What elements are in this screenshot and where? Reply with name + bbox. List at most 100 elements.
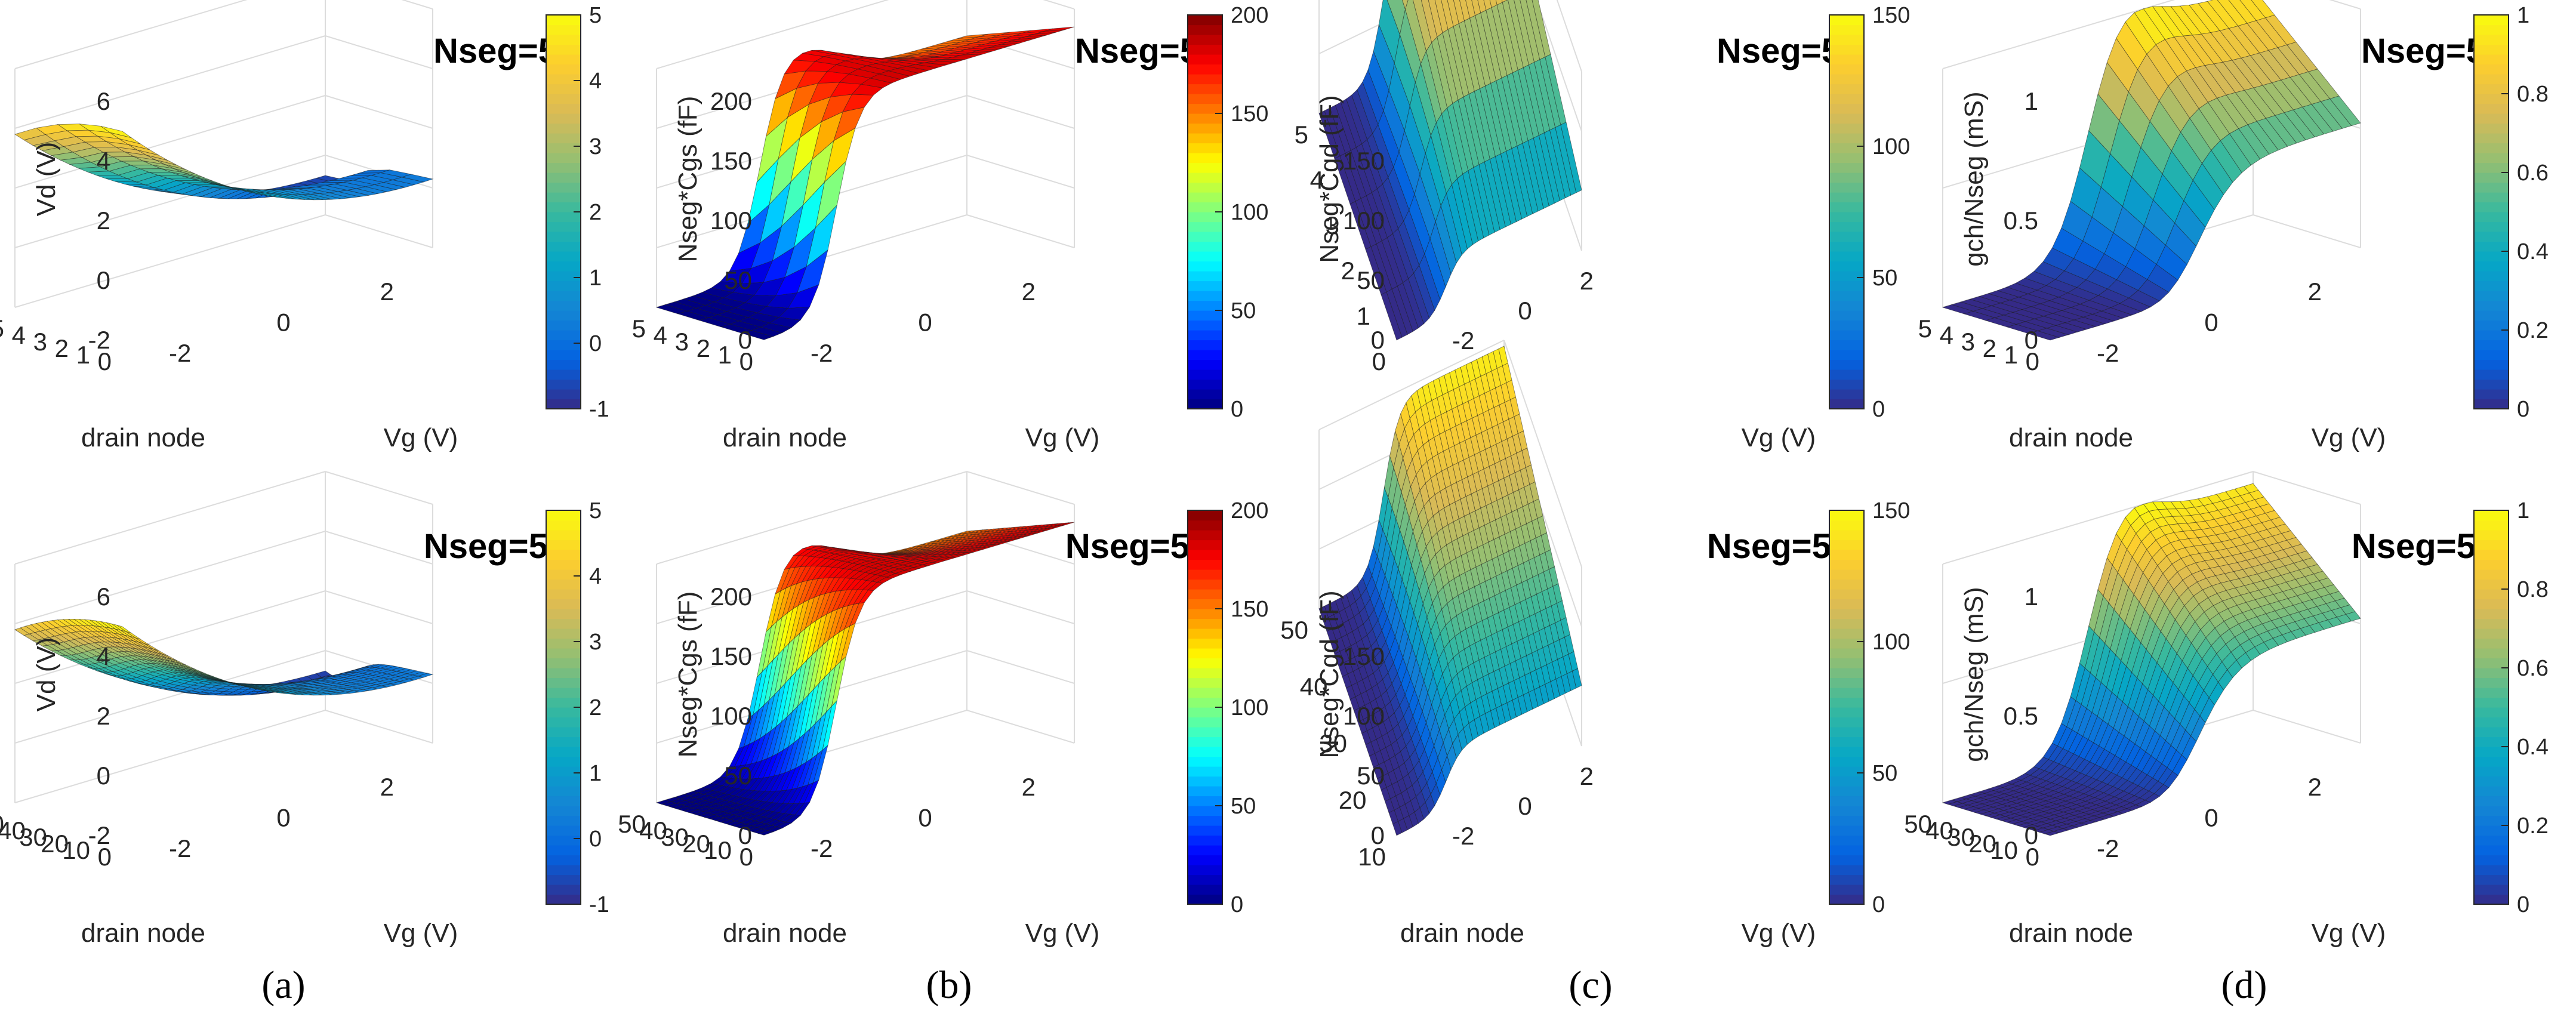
surface-patch [1560,122,1582,193]
y-tick-label: 3 [675,328,689,356]
colorbar-tick-label: 1 [589,761,602,786]
x-tick-label: 0 [918,309,932,337]
colorbar-swatch [546,756,581,767]
colorbar-tick-label: 1 [2517,3,2529,28]
colorbar-swatch [546,530,581,541]
colorbar-swatch [1829,855,1864,865]
colorbar-swatch [2474,340,2509,350]
colorbar-swatch [546,291,581,301]
colorbar-swatch [2474,310,2509,321]
y-tick-label: 10 [704,836,732,864]
colorbar-swatch [1829,825,1864,836]
x-tick-label: 2 [2308,278,2322,306]
gridline-z [2253,214,2361,248]
colorbar-swatch [1829,172,1864,183]
z-tick-label: 50 [1357,762,1385,790]
y-tick-label: 30 [19,823,47,851]
y-tick-label: 5 [632,315,646,343]
z-tick-label: 0 [2025,326,2038,354]
gridline-z [966,155,1075,189]
gridline-z [1503,340,1582,568]
colorbar-tick-label: 1 [589,266,602,291]
colorbar-swatch [1188,589,1222,600]
surface-patch [2330,95,2361,127]
x-tick-label: 2 [1580,267,1594,295]
colorbar-swatch [1188,796,1222,806]
colorbar-swatch [2474,271,2509,282]
x-tick-label: -2 [1452,822,1474,850]
colorbar-swatch [1188,291,1222,301]
colorbar-swatch [1829,399,1864,409]
colorbar-swatch [2474,599,2509,609]
x-axis-label: Vg (V) [384,919,458,948]
colorbar-swatch [1829,94,1864,104]
z-axis-label: Vd (V) [32,142,61,217]
colorbar-tick-label: 0 [1231,892,1243,917]
colorbar-swatch [2474,330,2509,341]
z-tick-label: 6 [97,87,110,115]
colorbar-tick-label: 3 [589,134,602,159]
colorbar-swatch [1188,569,1222,580]
colorbar-swatch [1829,727,1864,738]
x-tick-label: -2 [2097,339,2119,367]
colorbar-swatch [546,668,581,679]
colorbar-tick-label: 2 [589,695,602,720]
colorbar-swatch [1188,668,1222,679]
colorbar-swatch [1188,825,1222,836]
colorbar-swatch [546,806,581,816]
colorbar-swatch [546,786,581,797]
colorbar-swatch [546,35,581,45]
colorbar-swatch [1829,232,1864,242]
z-tick-label: 100 [1343,207,1385,235]
colorbar-swatch [2474,510,2509,521]
colorbar-frame [1829,14,1865,409]
colorbar-swatch [546,261,581,272]
colorbar-swatch [1188,766,1222,777]
colorbar-swatch [1188,399,1222,409]
gridline-z [1318,340,1505,430]
colorbar-swatch [546,835,581,846]
colorbar-swatch [1188,638,1222,649]
colorbar-swatch [1188,658,1222,668]
colorbar-swatch [1188,697,1222,708]
colorbar-swatch [2474,628,2509,639]
colorbar-swatch [1829,359,1864,370]
surface-patch [1059,522,1075,526]
colorbar-swatch [2474,530,2509,541]
colorbar-tick-label: 150 [1231,101,1268,127]
z-tick-label: 100 [710,702,752,730]
x-tick-label: 2 [1022,773,1036,801]
colorbar-swatch [1188,359,1222,370]
colorbar-swatch [1188,609,1222,620]
colorbar-tick-label: 0 [589,827,602,852]
colorbar-swatch [546,350,581,360]
y-tick-label: 30 [1947,823,1975,851]
colorbar-swatch [1829,212,1864,223]
colorbar-swatch [546,271,581,282]
colorbar-swatch [1188,855,1222,865]
colorbar-swatch [546,172,581,183]
colorbar-swatch [2474,638,2509,649]
z-tick-label: 150 [710,147,752,175]
y-tick-label: 4 [12,321,26,349]
colorbar-swatch [2474,103,2509,114]
colorbar-swatch [546,143,581,153]
caption-d: (d) [2221,963,2267,1007]
colorbar-swatch [1188,379,1222,390]
colorbar-swatch [1188,688,1222,698]
colorbar-swatch [2474,648,2509,659]
colorbar-swatch [546,202,581,212]
colorbar-swatch [1829,697,1864,708]
gridline-z [966,95,1075,129]
gridline-z [14,650,326,744]
colorbar-swatch [2474,756,2509,767]
z-axis-label: gch/Nseg (mS) [1959,587,1989,762]
colorbar-tick-label: 0.6 [2517,656,2549,681]
colorbar-swatch [546,618,581,629]
colorbar-swatch [1188,172,1222,183]
colorbar-swatch [2474,350,2509,360]
caption-b: (b) [926,963,972,1007]
z-tick-label: 200 [710,583,752,611]
colorbar-swatch [546,212,581,223]
